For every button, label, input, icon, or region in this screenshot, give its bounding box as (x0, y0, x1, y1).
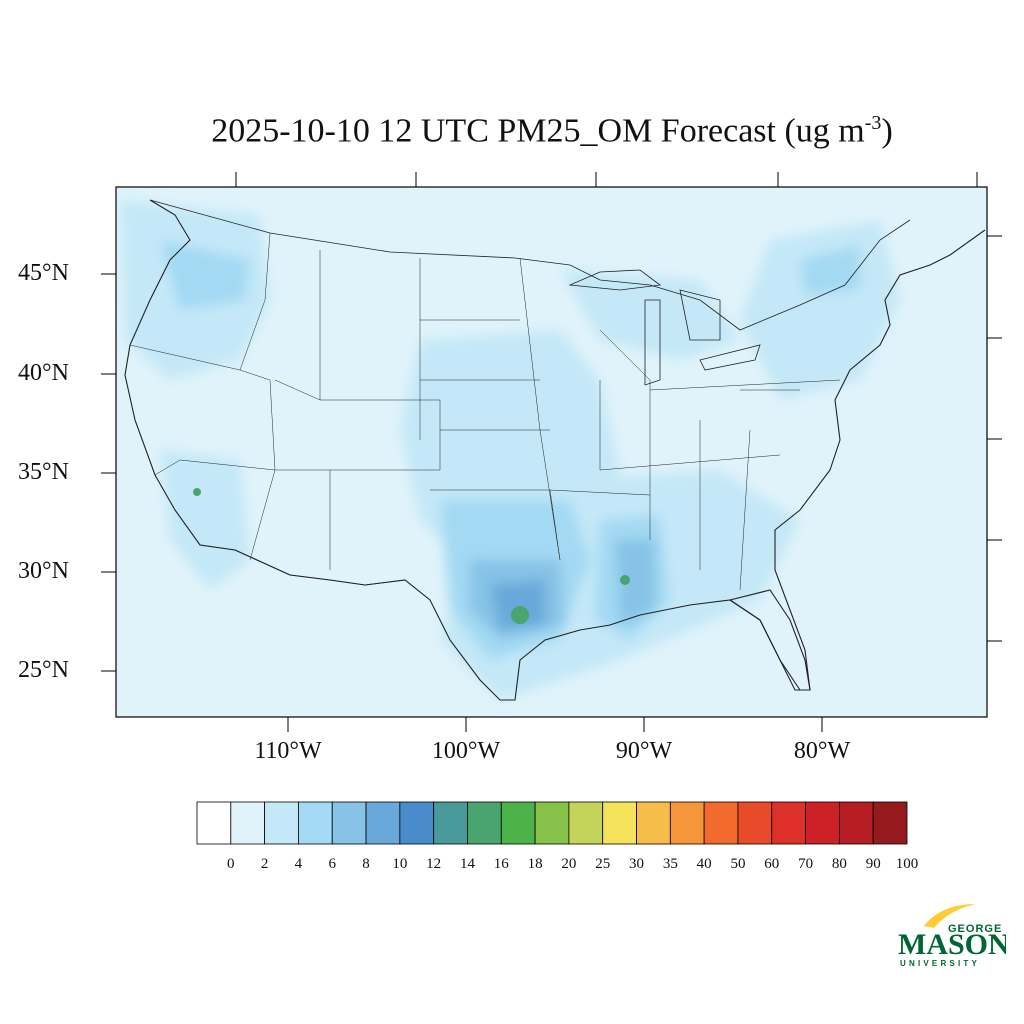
colorbar-label-2: 2 (260, 856, 269, 872)
axis-ticks (101, 172, 1002, 732)
colorbar-label-0: 0 (227, 856, 235, 872)
colorbar-label-30: 30 (629, 856, 645, 872)
colorbar-swatch-12 (602, 801, 637, 845)
colorbar-label-20: 20 (561, 856, 577, 872)
colorbar-label-18: 18 (527, 856, 543, 872)
lat-label-35: 35°N (18, 459, 69, 485)
colorbar-label-60: 60 (764, 856, 780, 872)
colorbar-swatch-14 (669, 801, 705, 845)
logo-line2: MASON (898, 928, 1006, 961)
peak-spot-texas (511, 606, 529, 624)
lat-label-30: 30°N (18, 558, 69, 584)
title-text: 2025-10-10 12 UTC PM25_OM Forecast (ug m (211, 112, 865, 150)
colorbar-swatch-20 (872, 801, 908, 845)
logo-line3: UNIVERSITY (900, 959, 980, 968)
colorbar-swatch-13 (636, 801, 671, 845)
boundaries (124, 199, 986, 701)
colorbar-swatch-6 (399, 801, 435, 845)
colorbar-label-16: 16 (493, 856, 509, 872)
colorbar-label-8: 8 (362, 856, 370, 872)
colorbar-swatch-17 (771, 801, 806, 845)
lon-label-80: 80°W (793, 738, 851, 764)
elevated-region-washington (160, 240, 250, 310)
mexico-border (199, 544, 406, 586)
lat-label-45: 45°N (18, 260, 69, 286)
concentration-field (120, 200, 900, 700)
lon-label-110: 110°W (254, 738, 322, 764)
moderate-region-greatlakes (560, 270, 740, 360)
colorbar-label-10: 10 (392, 856, 408, 872)
colorbar-label-70: 70 (798, 856, 814, 872)
colorbar-swatch-3 (298, 801, 333, 845)
title-exponent: -3 (864, 112, 882, 134)
peak-spot-nevada (193, 488, 201, 496)
colorbar-label-50: 50 (730, 856, 746, 872)
colorbar-swatch-8 (467, 801, 502, 845)
colorbar-swatch-19 (838, 801, 874, 845)
lake-huron (679, 289, 721, 341)
logo-graphic: GEORGE MASON UNIVERSITY (898, 904, 1010, 968)
colorbar-swatch-18 (805, 801, 840, 845)
colorbar-label-35: 35 (662, 856, 678, 872)
colorbar-label-6: 6 (328, 856, 336, 872)
colorbar-swatch-10 (534, 801, 570, 845)
lat-label-40: 40°N (18, 360, 69, 386)
logo-swoosh (924, 904, 976, 928)
colorbar-swatch-9 (500, 801, 536, 845)
colorbar-label-100: 100 (895, 856, 919, 872)
colorbar-swatch-15 (703, 801, 739, 845)
colorbar-swatch-4 (331, 801, 367, 845)
logo-line1: GEORGE (948, 923, 1002, 935)
peak-spot-louisiana (620, 575, 630, 585)
colorbar-swatch-5 (365, 801, 401, 845)
high-region-mississippi (615, 540, 655, 625)
canada-border (149, 199, 911, 331)
colorbar-label-12: 12 (426, 856, 442, 872)
lake-superior (568, 269, 662, 291)
map-frame (115, 186, 988, 718)
colorbar-swatch-0 (196, 801, 232, 845)
lake-erie (699, 344, 761, 371)
map-title: 2025-10-10 12 UTC PM25_OM Forecast (ug m… (0, 112, 1024, 150)
lon-label-100: 100°W (431, 738, 501, 764)
colorbar-label-14: 14 (459, 856, 475, 872)
colorbar-label-80: 80 (831, 856, 847, 872)
title-close: ) (881, 112, 893, 150)
colorbar-swatch-11 (568, 801, 604, 845)
lake-michigan (644, 299, 661, 386)
colorbar-swatch-7 (433, 801, 468, 845)
lon-label-90: 90°W (615, 738, 673, 764)
us-outline (124, 199, 986, 701)
very-high-region-texas (490, 580, 545, 630)
state-lines (129, 232, 841, 591)
florida (728, 589, 811, 691)
colorbar-label-25: 25 (595, 856, 611, 872)
moderate-region-southwest (160, 450, 250, 590)
lat-label-25: 25°N (18, 657, 69, 683)
colorbar-label-40: 40 (696, 856, 712, 872)
colorbar-swatch-2 (264, 801, 299, 845)
colorbar (196, 801, 908, 845)
colorbar-swatch-16 (737, 801, 773, 845)
colorbar-label-90: 90 (865, 856, 881, 872)
university-logo: GEORGE MASON UNIVERSITY (896, 900, 1010, 975)
colorbar-swatch-1 (230, 801, 266, 845)
elevated-region-quebec (800, 245, 860, 295)
colorbar-label-4: 4 (294, 856, 303, 872)
